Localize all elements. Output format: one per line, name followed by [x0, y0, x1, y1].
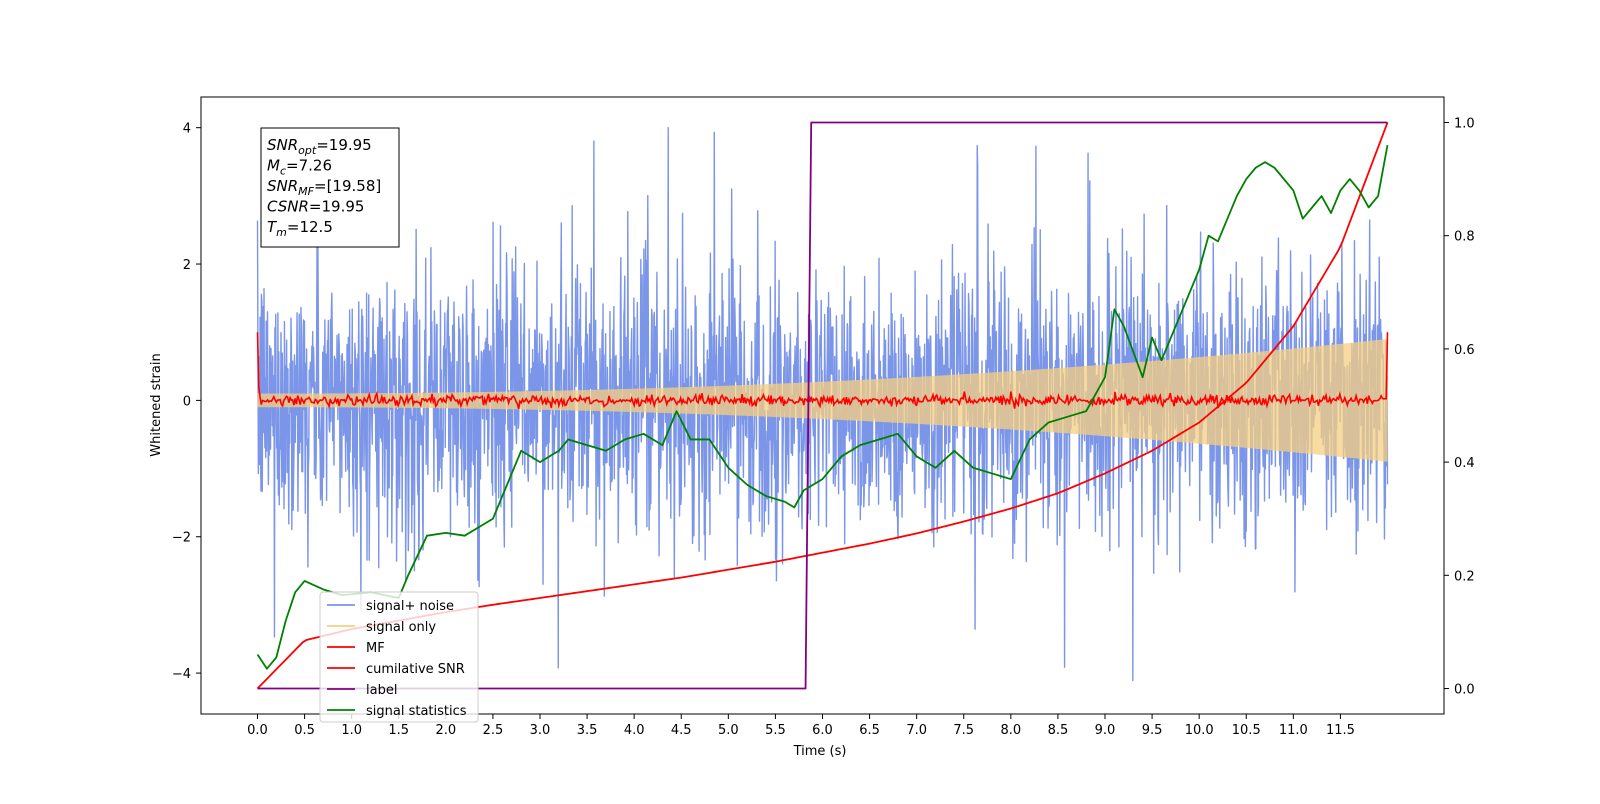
- y-axis-label: Whitened strain: [149, 353, 164, 456]
- x-tick-label: 6.0: [812, 723, 833, 738]
- x-tick-label: 10.0: [1185, 723, 1214, 738]
- x-tick-label: 7.5: [953, 723, 974, 738]
- y-left-tick-label: −2: [172, 531, 191, 546]
- annotation-line: CSNR=19.95: [267, 198, 364, 216]
- x-tick-label: 4.5: [671, 723, 692, 738]
- y-left-tick-label: 2: [183, 258, 191, 273]
- series-signal-only: [257, 339, 1388, 462]
- x-tick-label: 7.0: [906, 723, 927, 738]
- legend-label: signal statistics: [366, 704, 467, 719]
- x-tick-label: 3.5: [577, 723, 598, 738]
- x-tick-label: 10.5: [1232, 723, 1261, 738]
- x-tick-label: 4.0: [624, 723, 645, 738]
- y-axis-right: 0.0 0.2 0.4 0.6 0.8 1.0: [1444, 116, 1475, 698]
- annotation-line: Mc=7.26: [267, 157, 332, 178]
- annotation-line: SNRMF=[19.58]: [267, 177, 381, 198]
- legend: signal+ noise signal only MF cumilative SNR…: [319, 591, 479, 723]
- annotation-line: SNRopt=19.95: [267, 136, 372, 157]
- x-tick-label: 8.0: [1000, 723, 1021, 738]
- legend-label: label: [366, 683, 397, 698]
- annotation-box: SNRopt=19.95Mc=7.26SNRMF=[19.58]CSNR=19.…: [260, 127, 400, 248]
- legend-label: signal+ noise: [366, 599, 454, 614]
- y-right-tick-label: 0.0: [1454, 683, 1475, 698]
- x-tick-label: 11.5: [1326, 723, 1355, 738]
- x-tick-label: 6.5: [859, 723, 880, 738]
- y-right-tick-label: 0.6: [1454, 343, 1475, 358]
- x-tick-label: 9.0: [1095, 723, 1116, 738]
- series-layer: [256, 121, 1389, 690]
- x-tick-label: 0.5: [294, 723, 315, 738]
- x-tick-label: 2.5: [483, 723, 504, 738]
- y-right-tick-label: 0.4: [1454, 456, 1475, 471]
- y-right-tick-label: 0.8: [1454, 230, 1475, 245]
- series-label: [257, 121, 1388, 690]
- x-tick-label: 2.0: [435, 723, 456, 738]
- legend-label: cumilative SNR: [366, 662, 465, 677]
- y-axis-left: −4 −2 0 2 4: [172, 122, 201, 682]
- series-mf: [256, 332, 1389, 410]
- y-right-tick-label: 0.2: [1454, 569, 1475, 584]
- x-axis: 0.0 0.5 1.0 1.5 2.0 2.5 3.0 3.5 4.0 4.5 5.0 5.5 6.0 6…: [247, 714, 1355, 738]
- y-right-tick-label: 1.0: [1454, 116, 1475, 131]
- legend-label: signal only: [366, 620, 436, 635]
- y-left-tick-label: 0: [183, 394, 191, 409]
- x-axis-label: Time (s): [793, 744, 847, 759]
- y-left-tick-label: 4: [183, 122, 191, 137]
- x-tick-label: 8.5: [1048, 723, 1069, 738]
- series-signal-statistics: [256, 144, 1389, 670]
- annotation-frame: [260, 127, 400, 248]
- x-tick-label: 1.5: [388, 723, 409, 738]
- x-tick-label: 1.0: [341, 723, 362, 738]
- x-tick-label: 5.5: [765, 723, 786, 738]
- legend-frame: [319, 591, 479, 723]
- x-tick-label: 9.5: [1142, 723, 1163, 738]
- x-tick-label: 5.0: [718, 723, 739, 738]
- x-tick-label: 3.0: [530, 723, 551, 738]
- x-tick-label: 0.0: [247, 723, 268, 738]
- legend-label: MF: [366, 641, 385, 656]
- annotation-line: Tm=12.5: [267, 218, 333, 239]
- x-tick-label: 11.0: [1279, 723, 1308, 738]
- y-left-tick-label: −4: [172, 667, 191, 682]
